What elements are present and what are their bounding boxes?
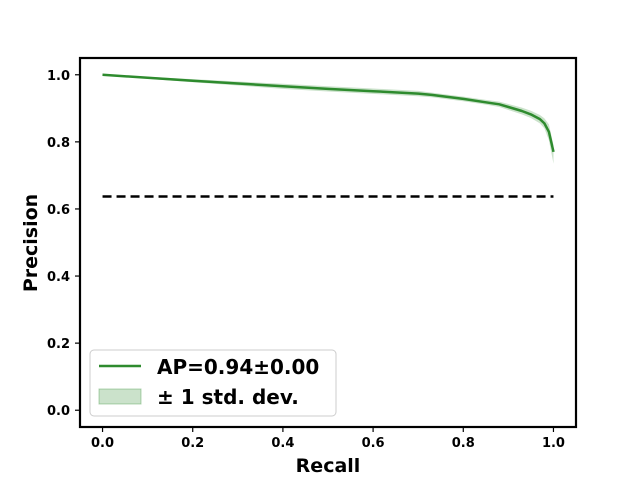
- y-tick-label: 0.6: [47, 203, 70, 218]
- y-tick-label: 0.0: [47, 404, 70, 419]
- pr-curve-line: [102, 73, 555, 153]
- x-tick-label: 0.2: [181, 436, 204, 451]
- legend-band-label: ± 1 std. dev.: [157, 385, 299, 409]
- y-ticks: 0.0 0.2 0.4 0.6 0.8 1.0: [47, 69, 80, 419]
- series-line-layer: [102, 73, 555, 153]
- x-tick-label: 0.4: [271, 436, 294, 451]
- x-axis-title: Recall: [296, 455, 361, 477]
- legend-frame: [89, 349, 337, 417]
- legend: AP=0.94±0.00 ± 1 std. dev.: [89, 349, 337, 417]
- x-tick-label: 0.8: [452, 436, 475, 451]
- y-axis-title: Precision: [20, 194, 42, 292]
- y-tick-label: 0.4: [47, 270, 70, 285]
- legend-band-swatch: [98, 388, 142, 405]
- x-tick-label: 0.6: [362, 436, 385, 451]
- y-tick-label: 0.8: [47, 136, 70, 151]
- y-tick-label: 1.0: [47, 69, 70, 84]
- x-ticks: 0.0 0.2 0.4 0.6 0.8 1.0: [91, 427, 565, 451]
- legend-series-label: AP=0.94±0.00: [157, 355, 319, 379]
- plot-frame: [78, 56, 578, 429]
- y-tick-label: 0.2: [47, 337, 70, 352]
- x-tick-label: 0.0: [91, 436, 114, 451]
- x-tick-label: 1.0: [542, 436, 565, 451]
